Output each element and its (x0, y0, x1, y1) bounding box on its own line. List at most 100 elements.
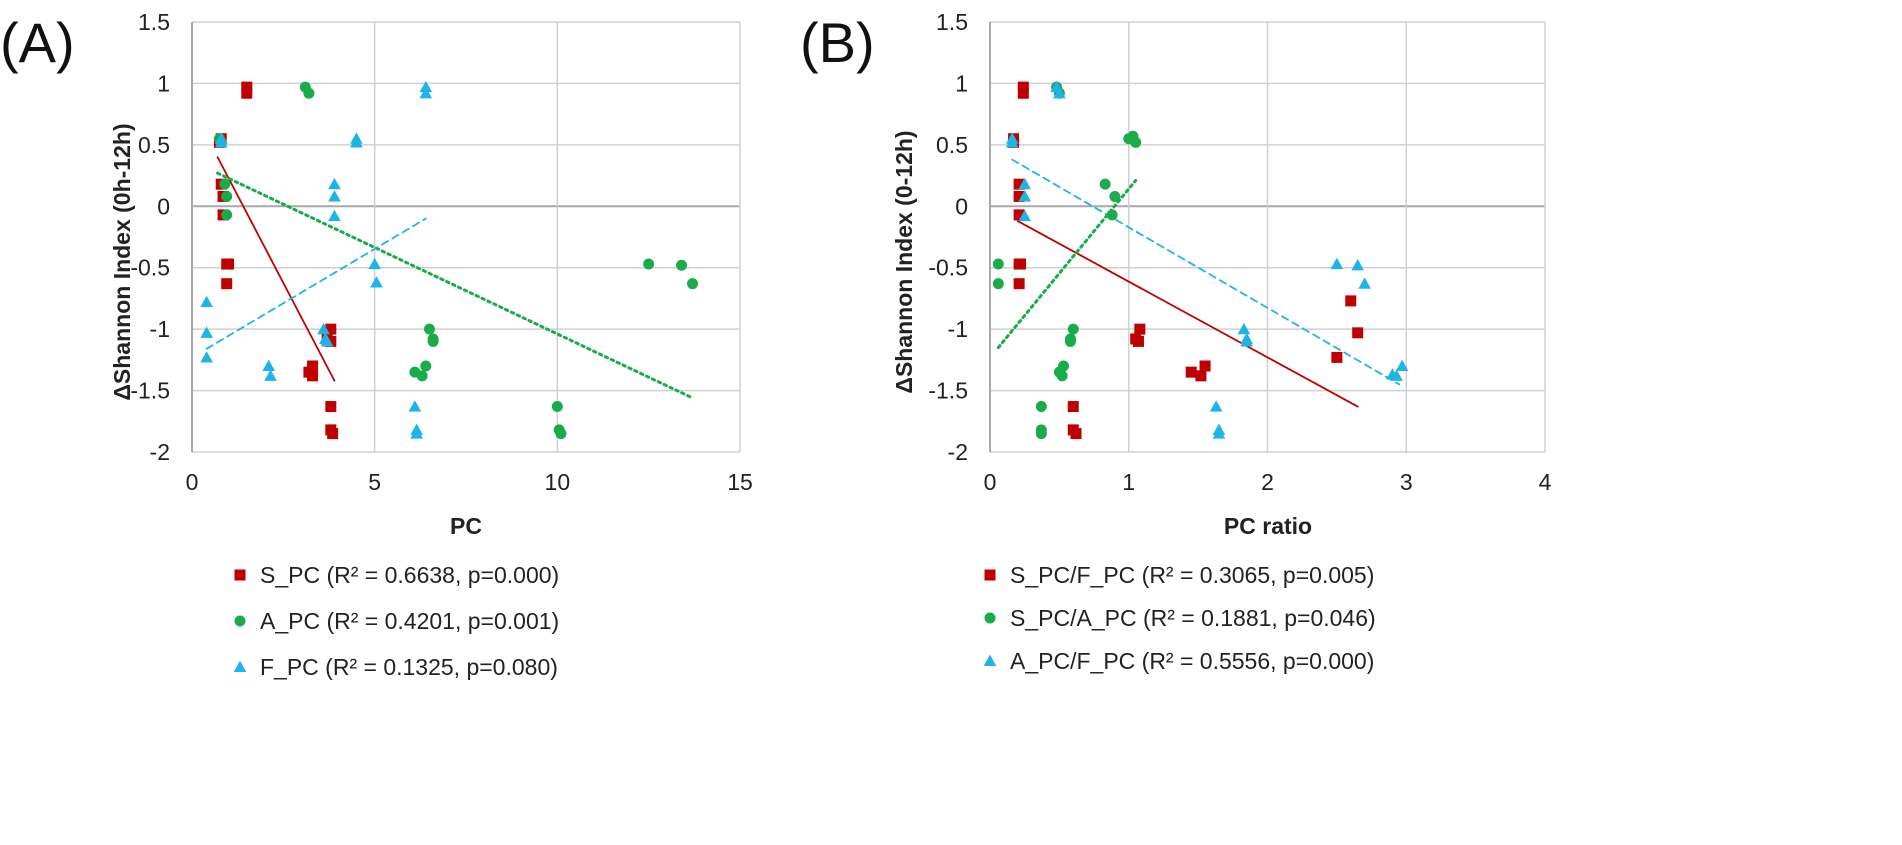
panel-a-point-s-pc (221, 278, 233, 290)
panel-a-y-tick-label: 0.5 (138, 132, 170, 158)
panel-a-point-s-pc (325, 401, 337, 413)
panel-b-point-a-pc-f-pc (1358, 277, 1371, 289)
panel-a-point-a-pc (221, 209, 233, 221)
panel-b-point-s-pc-f-pc (1132, 335, 1144, 347)
panel-a-y-axis-title: ΔShannon Index (0h-12h) (109, 123, 135, 400)
panel-a-point-f-pc (410, 427, 424, 439)
panel-b-point-s-pc-f-pc (1195, 370, 1207, 382)
panel-a-point-s-pc (241, 87, 253, 99)
panel-b-y-tick-label: -2 (948, 439, 968, 465)
panel-b-point-s-pc-f-pc (1067, 401, 1079, 413)
panel-a-point-f-pc (328, 177, 341, 190)
panel-b-point-s-pc-f-pc (1134, 323, 1146, 335)
panel-a-point-f-pc (214, 132, 228, 144)
panel-b-point-a-pc-f-pc (1390, 369, 1403, 381)
panel-b-point-s-pc-f-pc (1017, 81, 1029, 93)
panel-a-trendline-f-pc (205, 217, 427, 350)
panel-a-point-f-pc (317, 322, 330, 335)
panel-a-x-tick-label: 0 (186, 469, 199, 495)
panel-a-y-tick-label: -2 (150, 439, 170, 465)
panel-b-trendline-a-pc-f-pc (1011, 158, 1401, 386)
panel-a-point-s-pc (307, 360, 319, 372)
panel-b-legend: S_PC/F_PC (R² = 0.3065, p=0.005) S_PC/A_P… (983, 562, 1376, 674)
panel-a-gridlines (191, 21, 741, 453)
panel-b-legend-label-s-pc-f-pc: S_PC/F_PC (R² = 0.3065, p=0.005) (1010, 562, 1374, 588)
panel-a-point-s-pc (325, 335, 337, 347)
panel-a-y-tick-label: -1 (150, 316, 170, 342)
panel-a-point-a-pc (416, 370, 428, 382)
panel-b-trendline-s-pc-a-pc (996, 178, 1138, 350)
panel-b-x-tick-label: 0 (984, 469, 997, 495)
panel-b-legend-marker-s-pc-a-pc (984, 612, 996, 624)
panel-a-point-f-pc (262, 359, 276, 372)
panel-a-x-tick-label: 10 (545, 469, 571, 495)
panel-b-point-s-pc-a-pc (1106, 209, 1118, 221)
panel-b-point-a-pc-f-pc (1018, 209, 1032, 222)
panel-a-point-f-pc (368, 257, 381, 270)
panel-a-ticks: -2 -1.5 -1 -0.5 0 0.5 1 1.5 0 5 10 15 (130, 9, 752, 495)
panel-b-legend-marker-a-pc-f-pc (983, 654, 997, 667)
panel-a-y-tick-label: -1.5 (130, 378, 170, 404)
panel-a-x-axis-title: PC (450, 513, 482, 539)
panel-b-y-tick-label: -1 (948, 316, 968, 342)
panel-b-point-a-pc-f-pc (1330, 257, 1344, 270)
panel-a-trendline-a-pc (216, 171, 695, 400)
panel-a-point-f-pc (419, 80, 433, 93)
panel-a-y-tick-label: 1 (157, 70, 170, 96)
panel-a-point-f-pc (328, 209, 341, 222)
panel-b-point-s-pc-f-pc (1331, 351, 1343, 363)
panel-a-point-f-pc (328, 190, 341, 202)
panel-b-point-a-pc-f-pc (1005, 136, 1019, 148)
panel-a-y-tick-label: 0 (157, 193, 170, 219)
panel-a-point-s-pc (241, 81, 253, 93)
panel-b-y-tick-label: -0.5 (928, 255, 968, 281)
panel-a-point-f-pc (419, 86, 433, 99)
panel-a-legend-marker-a-pc (234, 615, 246, 627)
panel-b-point-s-pc-f-pc (1017, 87, 1029, 99)
panel-b-y-tick-label: 0.5 (936, 132, 968, 158)
panel-a-point-f-pc (350, 136, 363, 148)
panel-b-point-s-pc-f-pc (1013, 209, 1025, 221)
panel-a-point-a-pc (643, 258, 655, 270)
panel-b-x-tick-label: 4 (1539, 469, 1552, 495)
panel-a-legend-label-a-pc: A_PC (R² = 0.4201, p=0.001) (260, 608, 559, 634)
panel-a-point-f-pc (264, 369, 277, 381)
panel-b-point-s-pc-a-pc (992, 258, 1004, 270)
panel-b-y-tick-label: 1.5 (936, 9, 968, 35)
panel-b-point-a-pc-f-pc (1351, 258, 1365, 271)
panel-b-gridlines (989, 21, 1546, 453)
panel-a-point-a-pc (420, 360, 432, 372)
panel-b-trendline-s-pc-f-pc (1016, 220, 1359, 408)
panel-a-point-a-pc (427, 335, 439, 347)
panel-b-point-s-pc-f-pc (1345, 295, 1357, 307)
panel-b-point-s-pc-a-pc (1035, 401, 1047, 413)
panel-b-x-tick-label: 2 (1261, 469, 1274, 495)
panel-a-point-a-pc (219, 178, 231, 190)
panel-a-legend-label-f-pc: F_PC (R² = 0.1325, p=0.080) (260, 654, 558, 680)
panel-b-x-tick-label: 3 (1400, 469, 1413, 495)
panel-a-point-a-pc (551, 401, 563, 413)
panel-a: (A) -2 -1.5 -1 -0.5 0 0.5 1 1.5 0 5 10 15 PC ΔShann… (0, 9, 753, 680)
panel-a-x-tick-label: 15 (727, 469, 753, 495)
panel-b-point-s-pc-a-pc (1064, 335, 1076, 347)
panel-b-legend-label-a-pc-f-pc: A_PC/F_PC (R² = 0.5556, p=0.000) (1010, 648, 1374, 674)
panel-b-point-s-pc-a-pc (1130, 136, 1142, 148)
panel-b-y-tick-label: -1.5 (928, 378, 968, 404)
panel-a-point-s-pc (325, 323, 337, 335)
panel-b-point-a-pc-f-pc (1209, 400, 1223, 412)
panel-a-legend-label-s-pc: S_PC (R² = 0.6638, p=0.000) (260, 562, 559, 588)
panel-b-point-s-pc-f-pc (1013, 190, 1025, 202)
panel-b-point-s-pc-a-pc (1099, 178, 1111, 190)
panel-b-point-a-pc-f-pc (1240, 335, 1254, 347)
panel-a-legend: S_PC (R² = 0.6638, p=0.000) A_PC (R² = 0.… (233, 562, 559, 680)
panel-a-point-f-pc (370, 276, 383, 288)
panel-b-point-a-pc-f-pc (1395, 359, 1409, 372)
panel-b-y-tick-label: 0 (955, 193, 968, 219)
panel-b-point-a-pc-f-pc (1237, 322, 1251, 335)
panel-b-point-s-pc-a-pc (1109, 190, 1121, 202)
panel-a-x-tick-label: 5 (368, 469, 381, 495)
panel-b-points (992, 80, 1409, 440)
panel-a-trendlines (205, 156, 695, 400)
panel-a-point-s-pc (307, 370, 319, 382)
